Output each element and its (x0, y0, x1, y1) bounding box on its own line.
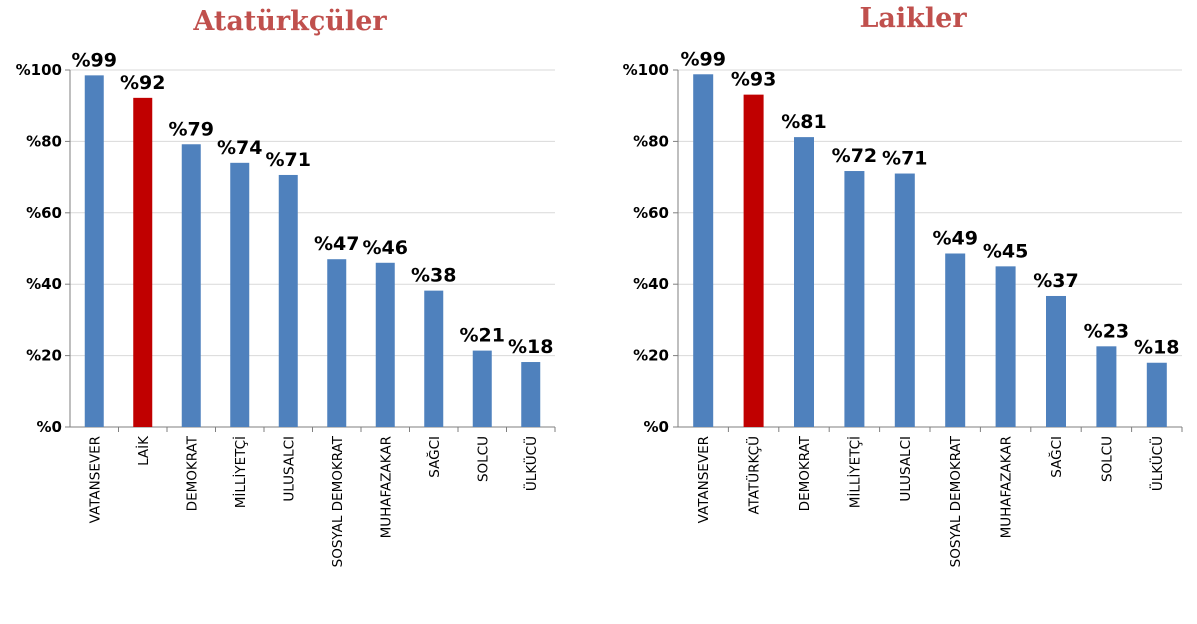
bar (133, 97, 153, 427)
bar (424, 290, 444, 427)
category-label: ULUSALCI (281, 436, 297, 502)
data-label: %47 (314, 233, 359, 255)
bar (1046, 295, 1066, 427)
category-label: ÜLKÜCÜ (1148, 436, 1166, 491)
bar (844, 171, 865, 427)
category-label: ULUSALCI (898, 436, 914, 502)
category-label: SOSYAL DEMOKRAT (948, 435, 964, 567)
chart-panel: Laikler %0 %20 %40 %60 %80 %100 %99 VATANSEVER %9… (623, 3, 1183, 567)
y-tick-label: %0 (37, 418, 62, 436)
bar (278, 174, 298, 427)
category-label: ATATÜRKÇÜ (745, 436, 763, 515)
data-label: %45 (983, 240, 1028, 262)
category-label: SOLCU (1099, 436, 1115, 482)
data-label: %81 (781, 111, 826, 133)
category-label: DEMOKRAT (184, 435, 200, 511)
bar (181, 144, 201, 428)
y-tick-label: %100 (623, 61, 669, 79)
category-label: VATANSEVER (87, 436, 103, 523)
bar (945, 253, 966, 427)
bar (743, 94, 764, 428)
data-label: %92 (120, 72, 165, 94)
bar (375, 262, 395, 427)
bar (1146, 362, 1167, 427)
chart-title: Atatürkçüler (192, 6, 387, 37)
data-label: %99 (680, 48, 725, 70)
category-label: VATANSEVER (696, 436, 712, 523)
category-label: LAİK (134, 435, 152, 466)
bar (472, 350, 492, 427)
bar (84, 75, 104, 427)
bar (894, 173, 915, 427)
y-tick-label: %80 (26, 132, 62, 150)
y-tick-label: %80 (633, 132, 669, 150)
data-label: %71 (266, 149, 311, 171)
category-label: MİLLİYETÇİ (845, 436, 863, 508)
category-label: DEMOKRAT (797, 435, 813, 511)
bar (794, 137, 814, 427)
category-label: MİLLİYETÇİ (231, 436, 249, 508)
data-label: %79 (169, 118, 214, 140)
data-label: %21 (460, 325, 505, 347)
category-label: MUHAFAZAKAR (999, 436, 1015, 538)
data-label: %18 (508, 336, 553, 358)
bar (693, 74, 714, 427)
y-tick-label: %20 (26, 347, 62, 365)
bar (230, 162, 250, 427)
chart-panel: Atatürkçüler %0 %20 %40 %60 %80 %100 %99 VATANSE… (16, 6, 556, 567)
bar (1096, 346, 1117, 427)
y-tick-label: %60 (26, 204, 62, 222)
category-label: ÜLKÜCÜ (522, 436, 540, 491)
data-label: %38 (411, 265, 456, 287)
y-tick-label: %100 (16, 61, 62, 79)
data-label: %93 (731, 69, 776, 91)
y-tick-label: %20 (633, 347, 669, 365)
category-label: SOSYAL DEMOKRAT (330, 435, 346, 567)
data-label: %37 (1033, 270, 1078, 292)
y-tick-label: %40 (26, 275, 62, 293)
data-label: %74 (217, 137, 262, 159)
data-label: %18 (1134, 337, 1179, 359)
data-label: %46 (363, 237, 408, 259)
y-tick-label: %40 (633, 275, 669, 293)
category-label: MUHAFAZAKAR (378, 436, 394, 538)
category-label: SAĞCI (425, 436, 443, 478)
data-label: %49 (932, 227, 977, 249)
y-tick-label: %0 (644, 418, 669, 436)
data-label: %71 (882, 148, 927, 170)
data-label: %23 (1084, 320, 1129, 342)
y-tick-label: %60 (633, 204, 669, 222)
data-label: %72 (832, 145, 877, 167)
chart-title: Laikler (859, 3, 967, 34)
bar (995, 266, 1016, 427)
bar (521, 362, 541, 427)
data-label: %99 (72, 49, 117, 71)
bar (327, 259, 347, 427)
category-label: SAĞCI (1047, 436, 1065, 478)
category-label: SOLCU (475, 436, 491, 482)
